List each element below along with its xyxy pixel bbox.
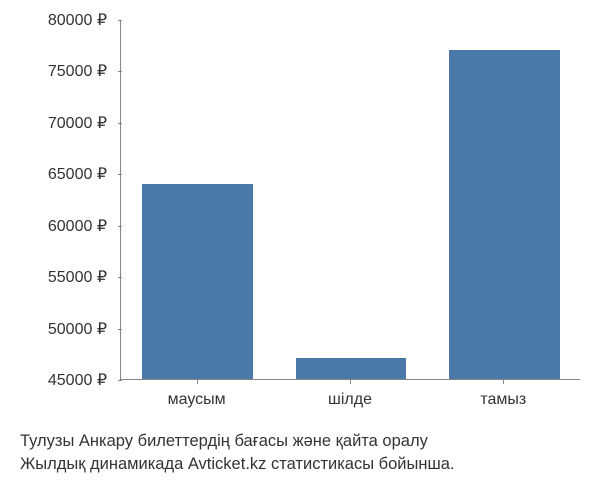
- y-tick-mark: [118, 329, 122, 330]
- x-axis: маусым шілде тамыз: [120, 385, 580, 415]
- y-tick-mark: [118, 226, 122, 227]
- caption-line-2: Жылдық динамикада Avticket.kz статистика…: [20, 453, 590, 476]
- y-tick-label: 65000 ₽: [17, 164, 107, 184]
- y-tick-mark: [118, 123, 122, 124]
- y-tick-label: 50000 ₽: [17, 319, 107, 339]
- x-tick-mark: [503, 380, 504, 384]
- y-tick-label: 55000 ₽: [17, 267, 107, 287]
- x-tick-label: маусым: [168, 391, 226, 409]
- y-tick-label: 70000 ₽: [17, 113, 107, 133]
- y-tick-mark: [118, 380, 122, 381]
- y-tick-mark: [118, 71, 122, 72]
- bar: [449, 50, 559, 379]
- chart-container: 45000 ₽ 50000 ₽ 55000 ₽ 60000 ₽ 65000 ₽ 70000…: [20, 20, 580, 420]
- y-tick-label: 75000 ₽: [17, 61, 107, 81]
- y-tick-label: 45000 ₽: [17, 370, 107, 390]
- x-tick-label: шілде: [328, 391, 372, 409]
- x-tick-label: тамыз: [480, 391, 526, 409]
- y-tick-label: 60000 ₽: [17, 216, 107, 236]
- y-axis: 45000 ₽50000 ₽55000 ₽60000 ₽65000 ₽70000…: [20, 20, 115, 380]
- x-tick-mark: [350, 380, 351, 384]
- y-tick-mark: [118, 174, 122, 175]
- bar: [142, 184, 252, 379]
- y-tick-label: 80000 ₽: [17, 10, 107, 30]
- y-tick-mark: [118, 277, 122, 278]
- caption: Тулузы Анкару билеттердің бағасы және қа…: [20, 430, 590, 476]
- bar: [296, 358, 406, 379]
- x-tick-mark: [197, 380, 198, 384]
- plot-area: [120, 20, 580, 380]
- y-tick-mark: [118, 20, 122, 21]
- caption-line-1: Тулузы Анкару билеттердің бағасы және қа…: [20, 430, 590, 453]
